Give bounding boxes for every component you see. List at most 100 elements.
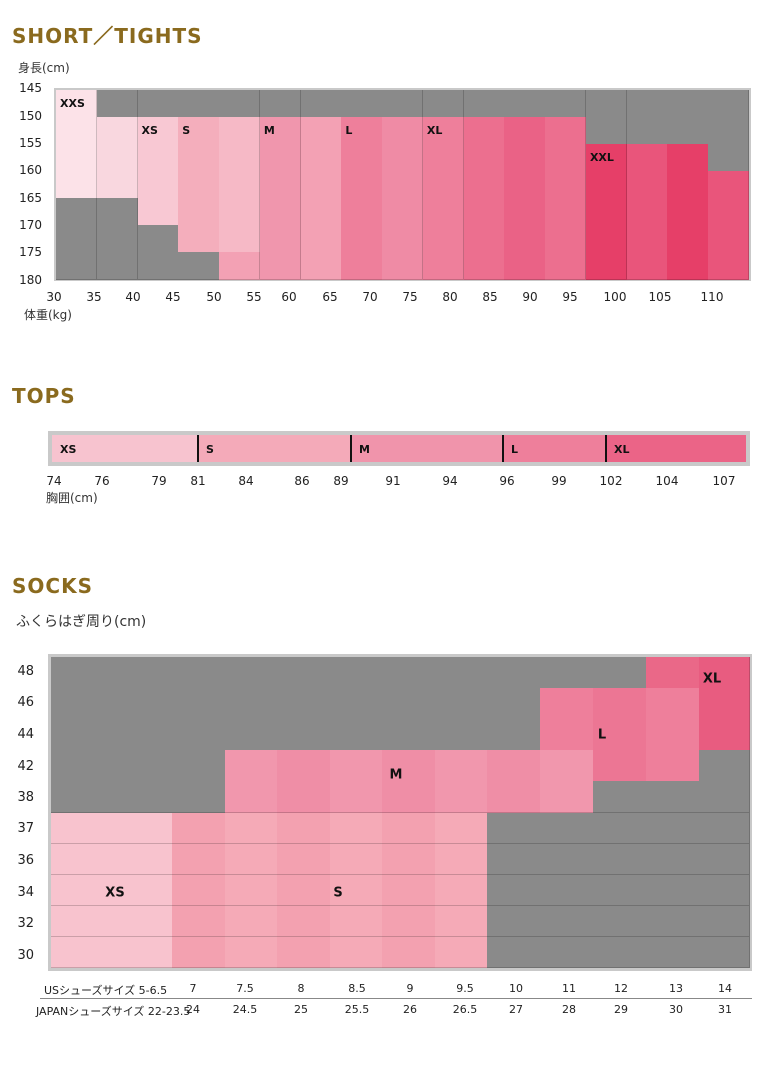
jp-shoe-size: 28: [562, 1003, 576, 1016]
shorts-cell: [463, 144, 505, 172]
tops-divider: [350, 435, 352, 462]
socks-cell: [435, 781, 488, 813]
tops-x-tick: 81: [190, 474, 206, 488]
shorts-cell: [504, 144, 546, 172]
shorts-cell: [96, 252, 138, 280]
jp-shoe-size: 26: [403, 1003, 417, 1016]
shorts-cell: [463, 90, 505, 118]
socks-cell: [540, 688, 594, 720]
shorts-cell: [178, 171, 220, 199]
socks-cell: [593, 905, 647, 938]
socks-y-tick: 32: [17, 916, 34, 931]
shorts-title: SHORT／TIGHTS: [12, 24, 203, 48]
socks-cell: [172, 905, 226, 938]
socks-cell: [382, 657, 436, 689]
shorts-cell: [504, 252, 546, 280]
socks-cell: [382, 812, 436, 845]
shorts-cell: [300, 90, 342, 118]
shorts-cell: [382, 144, 424, 172]
shorts-cell: [219, 225, 261, 253]
socks-cell: [225, 936, 278, 969]
shorts-cell: [382, 90, 424, 118]
socks-cell: [330, 688, 383, 720]
shorts-cell: [708, 252, 750, 280]
shorts-cell: [463, 252, 505, 280]
shorts-y-tick: 175: [19, 245, 42, 259]
shorts-cell: [382, 171, 424, 199]
tops-x-tick: 86: [294, 474, 310, 488]
socks-cell: [382, 719, 436, 751]
shorts-cell: [667, 90, 709, 118]
shorts-cell: [626, 90, 668, 118]
shorts-x-tick: 105: [648, 290, 672, 304]
socks-cell: [593, 812, 647, 845]
socks-cell: [51, 936, 173, 969]
shorts-cell: [708, 144, 750, 172]
tops-segment: S: [198, 435, 351, 462]
shorts-x-tick: 30: [46, 290, 62, 304]
socks-cell: [225, 657, 278, 689]
shorts-x-tick: 70: [362, 290, 378, 304]
socks-cell: [699, 719, 750, 751]
socks-cell: [646, 812, 700, 845]
socks-cell: [593, 843, 647, 876]
socks-cell: [646, 750, 700, 782]
shorts-cell: [708, 171, 750, 199]
tops-x-tick: 107: [712, 474, 736, 488]
socks-cell: [172, 874, 226, 907]
socks-cell: [51, 781, 173, 813]
jp-shoe-size: 30: [669, 1003, 683, 1016]
tops-divider: [197, 435, 199, 462]
shorts-cell: [96, 117, 138, 145]
socks-chart-frame: XS S M L XL: [48, 654, 752, 971]
shorts-y-tick: 180: [19, 273, 42, 287]
tops-x-tick: 91: [385, 474, 401, 488]
socks-cell: [646, 781, 700, 813]
shorts-cell: [585, 117, 628, 145]
jp-shoe-label: JAPANシューズサイズ 22-23.5: [36, 1005, 191, 1018]
us-shoe-size: 8.5: [348, 982, 366, 995]
socks-cell: [172, 843, 226, 876]
socks-cell: [330, 657, 383, 689]
socks-cell: [593, 936, 647, 969]
shorts-size-label: XXL: [589, 151, 614, 164]
tops-x-tick: 76: [94, 474, 110, 488]
shorts-size-label: XL: [426, 124, 443, 137]
shorts-cell: [96, 225, 138, 253]
shorts-x-tick: 110: [700, 290, 724, 304]
socks-cell: [277, 905, 331, 938]
shorts-cell: [259, 198, 302, 226]
socks-cell: [277, 812, 331, 845]
shorts-x-tick: 80: [442, 290, 458, 304]
socks-cell: [225, 905, 278, 938]
socks-grid: XS S M L XL: [51, 657, 750, 969]
shorts-cell: [178, 225, 220, 253]
socks-cell: [330, 812, 383, 845]
socks-cell: [225, 688, 278, 720]
socks-cell: [330, 750, 383, 782]
socks-cell: [330, 936, 383, 969]
socks-y-unit: ふくらはぎ周り(cm): [16, 614, 147, 630]
shorts-cell: [626, 225, 668, 253]
socks-cell: [51, 657, 173, 689]
socks-cell: [540, 843, 594, 876]
shorts-cell: [300, 144, 342, 172]
shorts-cell: [504, 117, 546, 145]
shorts-size-label: L: [345, 124, 353, 137]
socks-cell: [277, 781, 331, 813]
shoe-row-divider: [40, 998, 752, 999]
shorts-cell: [504, 198, 546, 226]
shorts-cell: [56, 117, 98, 145]
socks-cell: [593, 750, 647, 782]
shorts-cell: [219, 90, 261, 118]
shorts-cell: [382, 225, 424, 253]
us-shoe-size: 13: [669, 982, 683, 995]
tops-x-tick: 89: [333, 474, 349, 488]
shorts-cell: [56, 171, 98, 199]
socks-cell: [172, 812, 226, 845]
socks-y-tick: 37: [17, 821, 34, 836]
shorts-cell: [56, 252, 98, 280]
socks-title: SOCKS: [12, 574, 93, 598]
shorts-x-unit: 体重(kg): [24, 308, 72, 322]
socks-cell: [487, 719, 541, 751]
